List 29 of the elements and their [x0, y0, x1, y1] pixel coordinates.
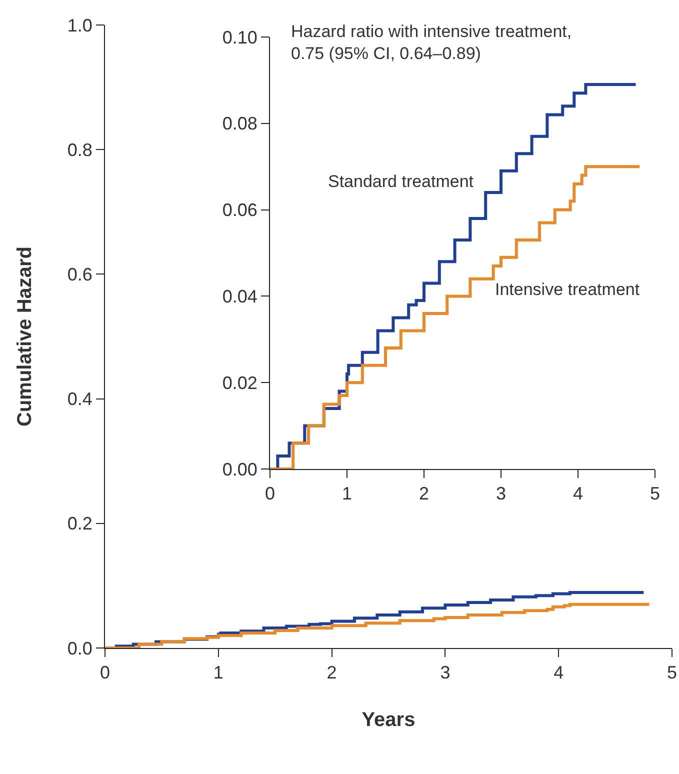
- x-tick-label: 4: [572, 484, 584, 504]
- x-tick-label: 3: [496, 484, 506, 504]
- y-tick-label: 0.04: [222, 286, 258, 306]
- y-axis-title: Cumulative Hazard: [14, 246, 36, 427]
- x-axis-title: Years: [362, 709, 416, 732]
- x-tick-label: 5: [666, 662, 678, 683]
- x-tick-label: 2: [326, 662, 337, 683]
- annotation: Hazard ratio with intensive treatment, 0.75 (95% CI, 0.64–0.89): [291, 22, 572, 64]
- y-tick-label: 0.4: [67, 389, 92, 410]
- y-tick-label: 0.00: [222, 459, 258, 480]
- y-tick-label: 0.06: [222, 200, 258, 220]
- y-tick-label: 0.6: [67, 264, 92, 284]
- y-tick-label: 1.0: [67, 15, 92, 36]
- series-label: Intensive treatment: [495, 280, 640, 299]
- x-tick-label: 2: [418, 484, 430, 504]
- y-tick-label: 0.02: [222, 372, 258, 393]
- x-tick-label: 4: [554, 662, 564, 683]
- y-tick-label: 0.10: [222, 27, 258, 48]
- y-tick-label: 0.08: [222, 114, 258, 134]
- x-tick-label: 0: [100, 662, 110, 683]
- y-tick-label: 0.8: [67, 140, 92, 160]
- x-tick-label: 1: [342, 484, 352, 504]
- x-tick-label: 1: [213, 662, 224, 683]
- y-tick-label: 0.0: [67, 638, 92, 658]
- x-tick-label: 3: [440, 662, 450, 683]
- x-tick-label: 5: [650, 484, 660, 504]
- x-tick-label: 0: [264, 484, 276, 504]
- y-tick-label: 0.2: [67, 514, 92, 534]
- series-label: Standard treatment: [328, 172, 474, 191]
